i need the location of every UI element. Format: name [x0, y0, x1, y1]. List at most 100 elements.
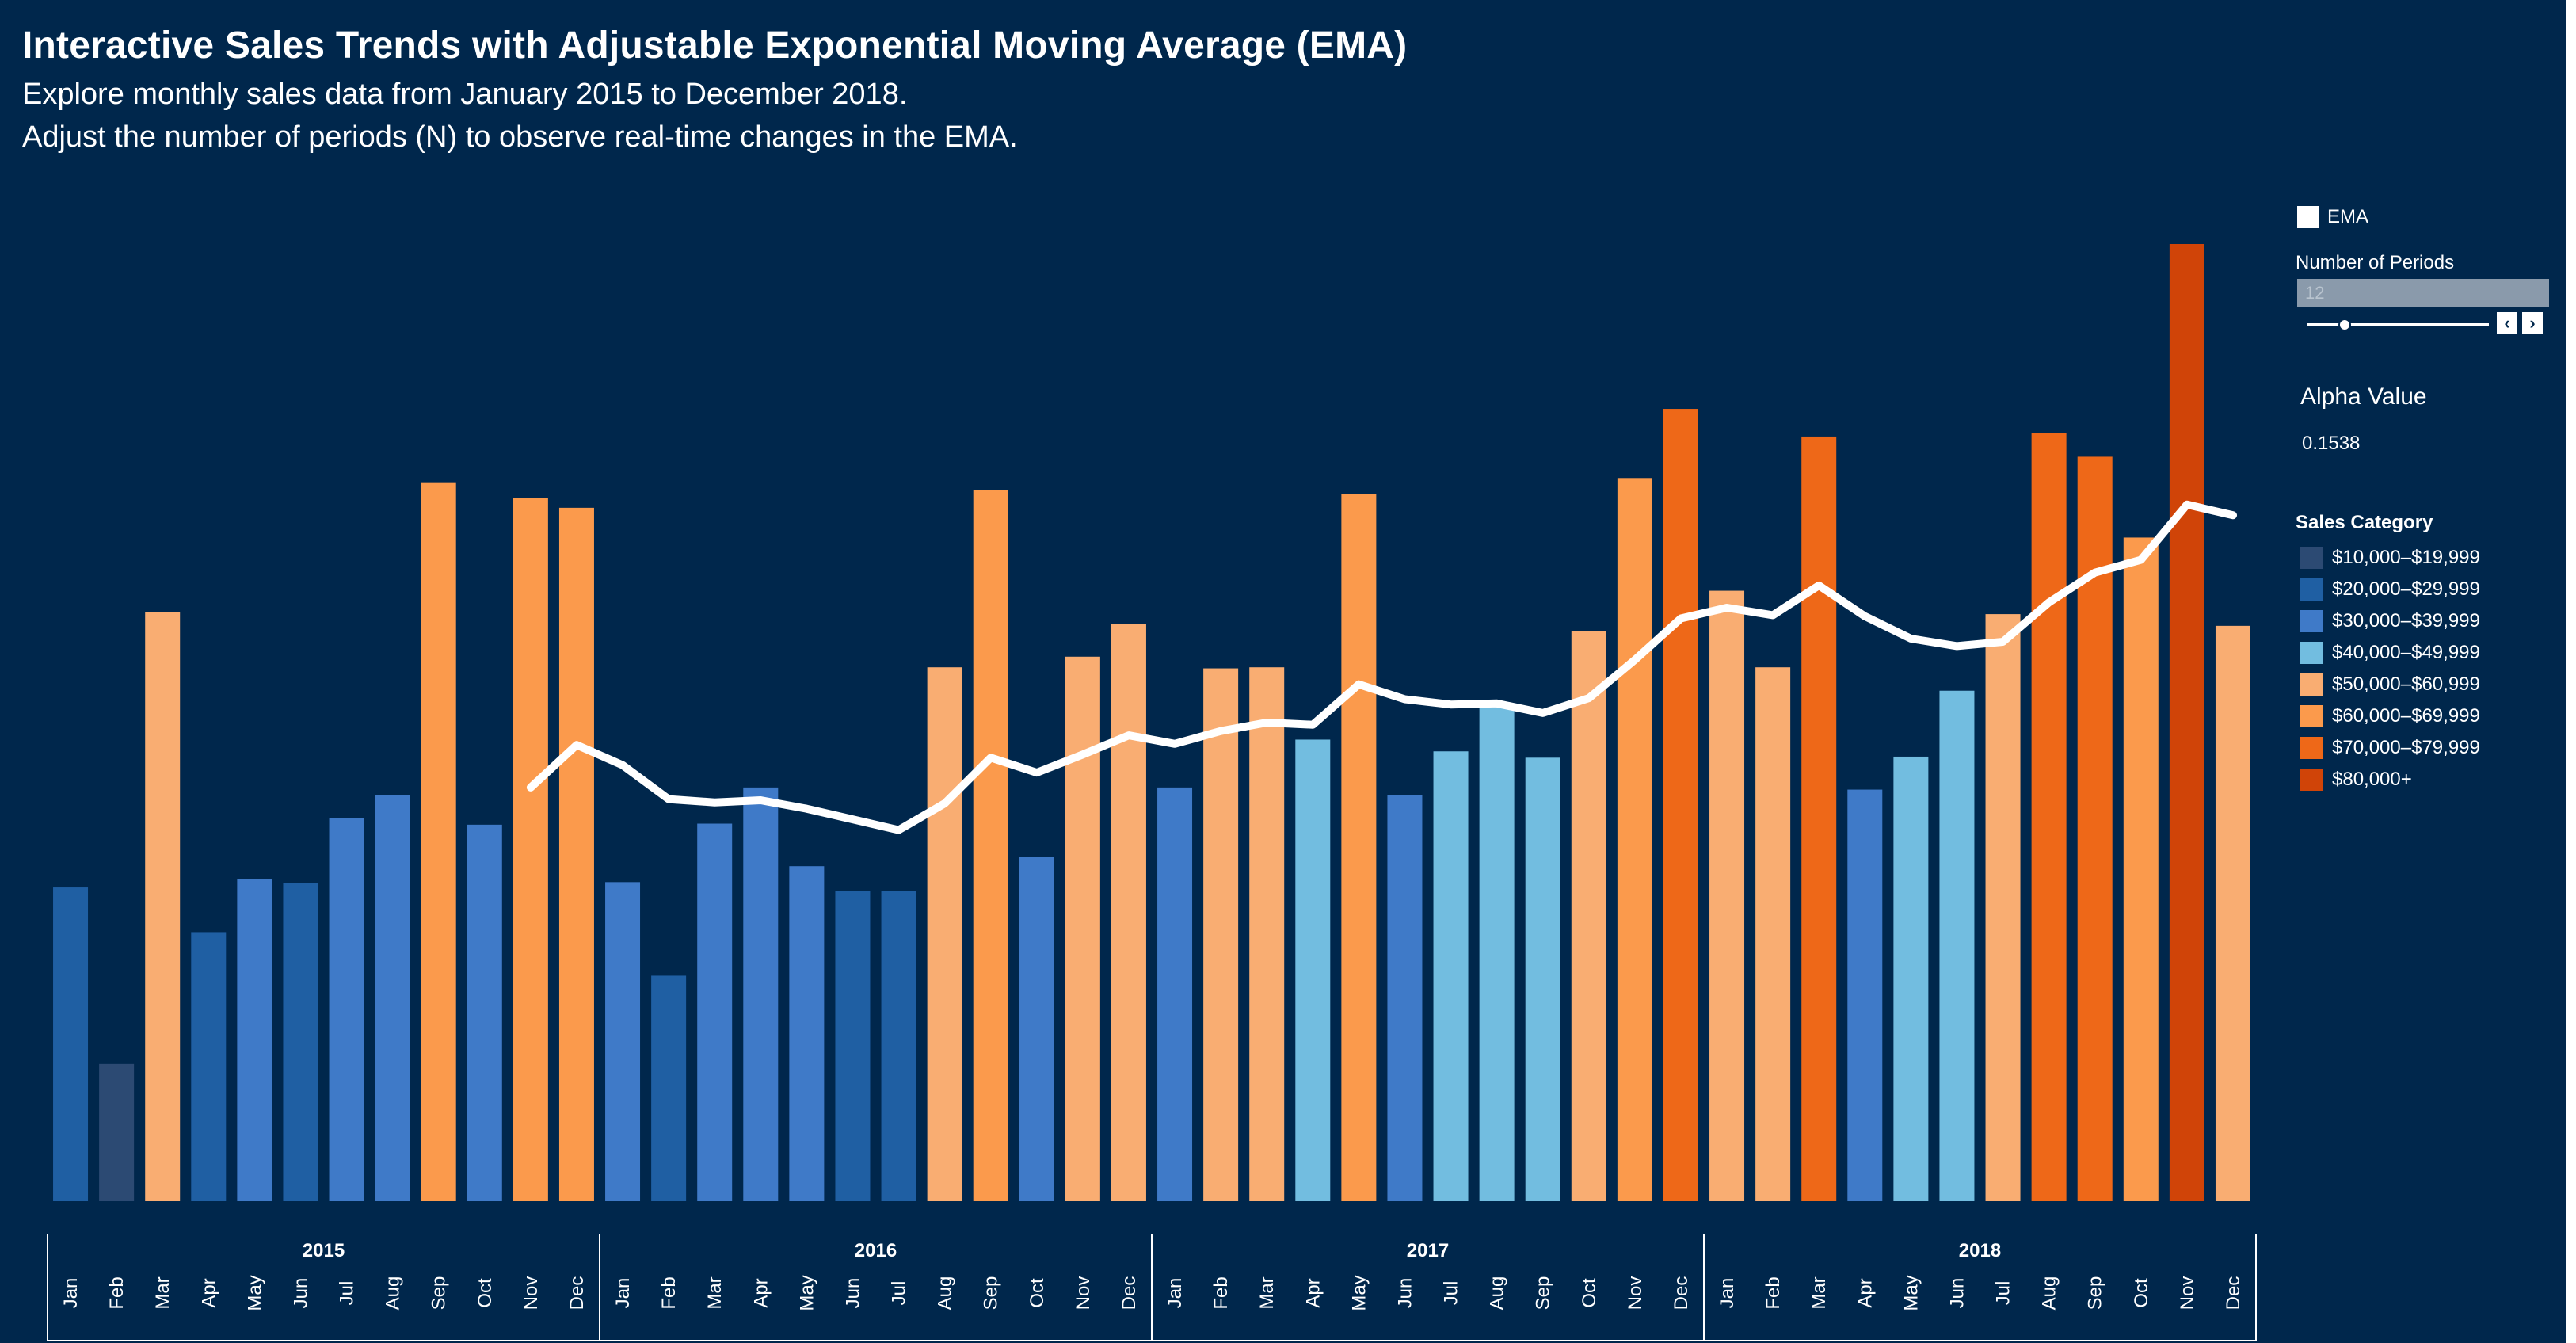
month-tick-label: Mar — [152, 1276, 173, 1309]
bar[interactable] — [2216, 626, 2250, 1201]
bar[interactable] — [1618, 478, 1652, 1201]
bar[interactable] — [1157, 788, 1192, 1201]
bar[interactable] — [974, 490, 1008, 1201]
bar[interactable] — [1801, 437, 1836, 1201]
bar[interactable] — [1249, 667, 1284, 1201]
bar[interactable] — [330, 818, 364, 1201]
year-label: 2016 — [855, 1240, 897, 1261]
bar[interactable] — [237, 879, 272, 1201]
legend-item[interactable]: $40,000–$49,999 — [2300, 637, 2480, 669]
month-tick-label: Mar — [704, 1276, 726, 1309]
bar[interactable] — [1480, 704, 1515, 1201]
legend-swatch — [2300, 610, 2323, 632]
bar[interactable] — [697, 824, 732, 1201]
bar[interactable] — [1986, 614, 2021, 1201]
legend-item[interactable]: $80,000+ — [2300, 764, 2480, 795]
bar[interactable] — [2170, 244, 2204, 1201]
bar[interactable] — [1341, 494, 1376, 1201]
ema-legend-swatch — [2297, 206, 2319, 228]
month-tick-label: Jul — [1993, 1281, 2014, 1306]
bar[interactable] — [882, 891, 916, 1201]
bar[interactable] — [1755, 667, 1790, 1201]
bar[interactable] — [1663, 409, 1698, 1201]
bar[interactable] — [99, 1064, 134, 1201]
month-tick-label: Sep — [429, 1276, 450, 1311]
legend-item[interactable]: $30,000–$39,999 — [2300, 605, 2480, 637]
bar[interactable] — [191, 932, 226, 1201]
periods-input[interactable] — [2297, 279, 2549, 307]
ema-legend[interactable]: EMA — [2297, 206, 2368, 228]
sales-category-title: Sales Category — [2296, 512, 2433, 534]
month-tick-label: Sep — [1533, 1276, 1554, 1311]
month-tick-label: Jun — [1394, 1278, 1416, 1309]
month-tick-label: May — [796, 1275, 817, 1311]
bar[interactable] — [1709, 591, 1744, 1201]
decrement-button[interactable]: ‹ — [2497, 312, 2517, 334]
bar[interactable] — [2032, 433, 2067, 1201]
month-tick-label: Apr — [1854, 1278, 1876, 1307]
bar[interactable] — [1065, 657, 1100, 1201]
month-tick-label: Jan — [612, 1278, 634, 1309]
bar[interactable] — [421, 483, 456, 1201]
bar[interactable] — [1434, 751, 1469, 1201]
month-tick-label: Aug — [383, 1276, 404, 1311]
bar[interactable] — [1019, 857, 1054, 1201]
bar[interactable] — [375, 795, 410, 1201]
bar[interactable] — [743, 788, 778, 1201]
month-tick-label: Apr — [750, 1278, 772, 1307]
bar[interactable] — [1111, 624, 1146, 1201]
legend-swatch — [2300, 737, 2323, 759]
bar[interactable] — [1572, 631, 1606, 1201]
bar[interactable] — [145, 612, 180, 1201]
ema-legend-label: EMA — [2327, 206, 2368, 228]
month-tick-label: Aug — [2039, 1276, 2060, 1311]
month-tick-label: Nov — [1073, 1276, 1094, 1311]
bar[interactable] — [1526, 757, 1560, 1201]
bar[interactable] — [467, 825, 502, 1201]
legend-item[interactable]: $10,000–$19,999 — [2300, 542, 2480, 574]
bar[interactable] — [651, 975, 686, 1201]
ema-line — [531, 505, 2233, 830]
legend-label: $10,000–$19,999 — [2332, 547, 2480, 569]
month-tick-label: Jan — [60, 1278, 82, 1309]
month-tick-label: Sep — [981, 1276, 1002, 1311]
increment-button[interactable]: › — [2522, 312, 2543, 334]
bar[interactable] — [1893, 757, 1928, 1201]
bar[interactable] — [1939, 691, 1974, 1201]
legend-label: $70,000–$79,999 — [2332, 737, 2480, 759]
legend-item[interactable]: $50,000–$60,999 — [2300, 669, 2480, 700]
bar[interactable] — [1387, 795, 1422, 1201]
month-tick-label: Feb — [1210, 1276, 1232, 1309]
month-tick-label: Sep — [2085, 1276, 2106, 1311]
bar[interactable] — [605, 882, 640, 1201]
slider-track[interactable] — [2307, 323, 2489, 326]
month-tick-label: May — [1348, 1275, 1370, 1311]
bar[interactable] — [53, 887, 88, 1201]
month-tick-label: Jan — [1717, 1278, 1738, 1309]
bar[interactable] — [283, 883, 318, 1201]
bar[interactable] — [1295, 739, 1330, 1201]
legend-item[interactable]: $70,000–$79,999 — [2300, 732, 2480, 764]
legend-label: $50,000–$60,999 — [2332, 673, 2480, 696]
bar[interactable] — [2124, 537, 2159, 1201]
bar[interactable] — [559, 508, 594, 1201]
bar[interactable] — [789, 866, 824, 1201]
bar[interactable] — [1203, 669, 1238, 1201]
month-tick-label: Jun — [1946, 1278, 1968, 1309]
month-tick-label: Mar — [1808, 1276, 1830, 1309]
month-tick-label: Aug — [935, 1276, 956, 1311]
year-label: 2018 — [1959, 1240, 2001, 1261]
periods-slider[interactable] — [2307, 317, 2489, 333]
legend-item[interactable]: $20,000–$29,999 — [2300, 574, 2480, 605]
legend-label: $30,000–$39,999 — [2332, 610, 2480, 632]
bar[interactable] — [928, 667, 962, 1201]
legend-item[interactable]: $60,000–$69,999 — [2300, 700, 2480, 732]
bar[interactable] — [835, 891, 870, 1201]
slider-thumb[interactable] — [2338, 319, 2351, 331]
month-tick-label: Oct — [474, 1278, 496, 1308]
bar[interactable] — [1847, 790, 1882, 1201]
bar[interactable] — [513, 498, 548, 1201]
legend-label: $20,000–$29,999 — [2332, 578, 2480, 601]
month-tick-label: Jun — [290, 1278, 311, 1309]
